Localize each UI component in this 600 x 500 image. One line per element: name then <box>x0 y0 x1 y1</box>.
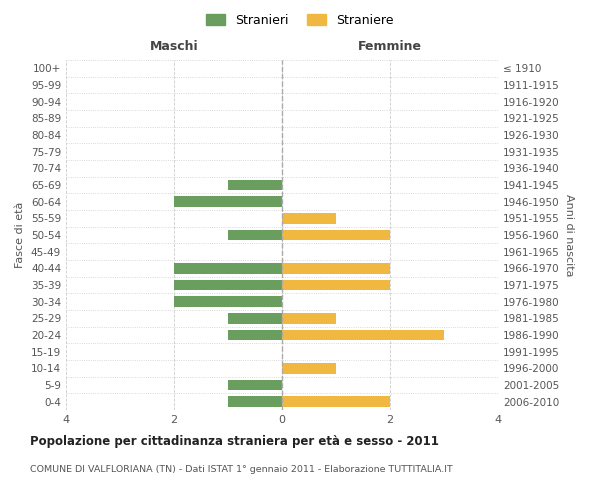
Bar <box>228 380 282 390</box>
Bar <box>282 263 390 274</box>
Bar <box>282 330 444 340</box>
Bar <box>282 280 390 290</box>
Bar <box>174 280 282 290</box>
Bar <box>228 230 282 240</box>
Bar <box>174 296 282 307</box>
Y-axis label: Fasce di età: Fasce di età <box>16 202 25 268</box>
Bar <box>228 313 282 324</box>
Bar <box>174 196 282 207</box>
Y-axis label: Anni di nascita: Anni di nascita <box>563 194 574 276</box>
Bar <box>282 230 390 240</box>
Bar <box>228 396 282 407</box>
Bar <box>282 213 336 224</box>
Text: Femmine: Femmine <box>358 40 422 54</box>
Bar <box>282 396 390 407</box>
Text: COMUNE DI VALFLORIANA (TN) - Dati ISTAT 1° gennaio 2011 - Elaborazione TUTTITALI: COMUNE DI VALFLORIANA (TN) - Dati ISTAT … <box>30 465 453 474</box>
Bar <box>282 363 336 374</box>
Bar <box>174 263 282 274</box>
Bar <box>228 180 282 190</box>
Legend: Stranieri, Straniere: Stranieri, Straniere <box>202 8 398 32</box>
Bar <box>228 330 282 340</box>
Bar <box>282 313 336 324</box>
Text: Popolazione per cittadinanza straniera per età e sesso - 2011: Popolazione per cittadinanza straniera p… <box>30 435 439 448</box>
Text: Maschi: Maschi <box>149 40 199 54</box>
